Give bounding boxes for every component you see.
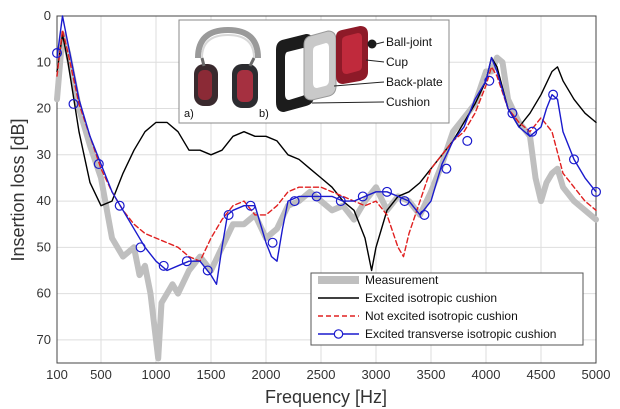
leader-cushion [311,101,385,104]
legend-swatch-transverse-marker [333,329,344,339]
series-marker [311,191,322,202]
series-marker [399,196,410,207]
legend-box [310,272,584,346]
legend-swatch-measurement [318,276,359,284]
label-panel-b: b) [259,108,269,120]
legend-label-transverse: Excited transverse isotropic cushion [365,327,556,341]
y-tick-labels: 0 10 20 30 40 50 60 70 [37,8,51,347]
y-tick-label: 60 [37,286,51,301]
y-tick-label: 0 [44,8,51,23]
series-marker [357,191,368,202]
back-plate-hole [313,43,329,88]
earmuff-photo [194,26,261,108]
leader-ball-joint [375,41,385,45]
x-tick-label: 4000 [472,367,501,382]
exploded-view [276,26,377,112]
x-tick-label: 4500 [527,367,556,382]
ball-joint-shape [367,39,377,49]
series-marker [382,186,393,197]
series-marker [223,209,234,220]
series-marker [335,196,346,207]
headband-shape [195,26,261,59]
right-arm-shape [248,57,256,67]
x-tick-label: 3000 [362,367,391,382]
series-marker [548,89,559,100]
series-marker [51,48,62,59]
x-tick-label: 100 [46,367,68,382]
x-axis-title: Frequency [Hz] [265,387,387,407]
y-tick-label: 30 [37,147,51,162]
series-marker [181,256,192,267]
y-tick-label: 10 [37,54,51,69]
label-back-plate: Back-plate [386,75,443,89]
series-marker [158,260,169,271]
series-marker [68,98,79,109]
legend-label-excited-isotropic: Excited isotropic cushion [365,291,497,305]
series-marker [507,108,518,119]
series-marker [462,135,473,146]
x-tick-label: 500 [90,367,112,382]
cushion-hole [285,48,306,100]
y-tick-label: 20 [37,101,51,116]
x-tick-labels: 100 500 1000 1500 2000 2500 3000 3500 4000 4500 50… [46,367,610,382]
left-cushion-shape [198,70,212,100]
label-ball-joint: Ball-joint [386,35,433,49]
series-marker [441,163,452,174]
left-arm-shape [200,57,206,67]
series-marker [419,209,430,220]
plot-frame [56,15,597,364]
series-marker [289,196,300,207]
x-tick-label: 1500 [197,367,226,382]
y-tick-label: 40 [37,193,51,208]
cup-inner-shape [342,33,362,74]
leader-back-plate [333,81,385,87]
inset-image: Ball-joint Cup Back-plate Cushion a) b) [178,19,450,124]
label-cup: Cup [386,55,408,69]
inset-leaders [311,41,385,104]
series-marker [93,159,104,170]
series-marker [527,126,538,137]
marker-layer [51,48,601,276]
series-marker [568,154,579,165]
y-axis-title: Insertion loss [dB] [8,118,28,261]
series-marker [202,265,213,276]
y-tick-label: 70 [37,332,51,347]
series-marker [267,237,278,248]
y-tick-label: 50 [37,239,51,254]
x-tick-label: 3500 [417,367,446,382]
label-cushion: Cushion [386,95,430,109]
legend: Measurement Excited isotropic cushion No… [310,272,584,346]
label-panel-a: a) [184,108,194,120]
series-marker [114,200,125,211]
x-tick-label: 2000 [252,367,281,382]
series-marker [590,186,601,197]
headband-highlight [201,33,255,59]
x-tick-label: 5000 [582,367,611,382]
x-tick-label: 1000 [142,367,171,382]
legend-label-not-excited: Not excited isotropic cushion [365,309,518,323]
leader-cup [365,59,385,63]
x-tick-label: 2500 [307,367,336,382]
right-cushion-shape [237,70,253,102]
series-line-not-excited-isotropic [56,29,597,262]
series-marker [245,200,256,211]
series-marker [135,242,146,253]
legend-label-measurement: Measurement [365,273,439,287]
series-marker [484,75,495,86]
